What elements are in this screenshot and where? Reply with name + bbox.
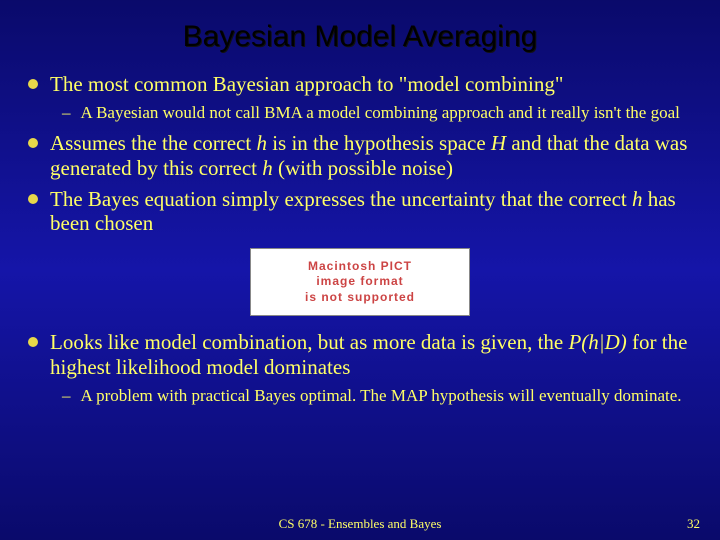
bullet-dot-icon [28, 138, 38, 148]
footer-course: CS 678 - Ensembles and Bayes [279, 516, 442, 532]
var-h: h [256, 131, 267, 155]
text-frag: (with possible noise) [273, 156, 453, 180]
placeholder-line: Macintosh PICT [308, 259, 412, 275]
var-H: H [491, 131, 506, 155]
bullet-1-sub-1: – A Bayesian would not call BMA a model … [62, 103, 692, 123]
bullet-3: The Bayes equation simply expresses the … [28, 187, 692, 237]
slide-footer: CS 678 - Ensembles and Bayes 32 [0, 516, 720, 532]
var-h: h [632, 187, 643, 211]
bullet-2-text: Assumes the the correct h is in the hypo… [50, 131, 692, 181]
bullet-1: The most common Bayesian approach to "mo… [28, 72, 692, 97]
bullet-dot-icon [28, 79, 38, 89]
placeholder-line: is not supported [305, 290, 415, 306]
var-PhD: P(h|D) [568, 330, 626, 354]
var-h: h [262, 156, 273, 180]
text-frag: Looks like model combination, but as mor… [50, 330, 568, 354]
slide-content: The most common Bayesian approach to "mo… [0, 72, 720, 406]
slide-title: Bayesian Model Averaging [0, 0, 720, 72]
bullet-4-text: Looks like model combination, but as mor… [50, 330, 692, 380]
bullet-4-sub-1-text: A problem with practical Bayes optimal. … [81, 386, 682, 406]
bullet-2: Assumes the the correct h is in the hypo… [28, 131, 692, 181]
dash-icon: – [62, 386, 71, 406]
bullet-1-sub-1-text: A Bayesian would not call BMA a model co… [81, 103, 680, 123]
unsupported-image-placeholder: Macintosh PICT image format is not suppo… [250, 248, 470, 316]
bullet-dot-icon [28, 337, 38, 347]
placeholder-line: image format [316, 274, 403, 290]
dash-icon: – [62, 103, 71, 123]
text-frag: The Bayes equation simply expresses the … [50, 187, 632, 211]
footer-page-number: 32 [687, 516, 700, 532]
text-frag: Assumes the the correct [50, 131, 256, 155]
bullet-4-sub-1: – A problem with practical Bayes optimal… [62, 386, 692, 406]
bullet-1-text: The most common Bayesian approach to "mo… [50, 72, 563, 97]
text-frag: is in the hypothesis space [267, 131, 491, 155]
bullet-dot-icon [28, 194, 38, 204]
bullet-4: Looks like model combination, but as mor… [28, 330, 692, 380]
bullet-3-text: The Bayes equation simply expresses the … [50, 187, 692, 237]
